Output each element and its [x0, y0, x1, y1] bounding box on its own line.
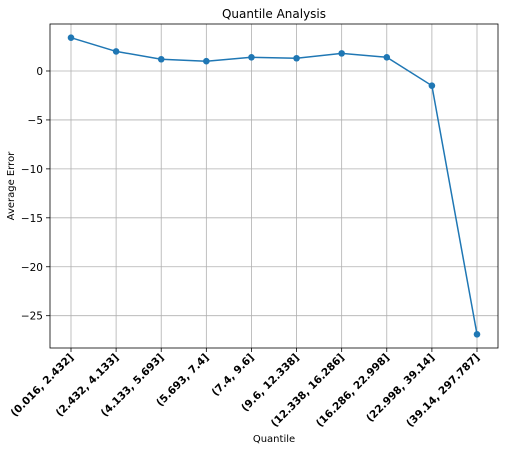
data-point	[383, 53, 391, 61]
data-point	[112, 48, 120, 55]
data-point	[67, 34, 75, 42]
y-tick-label: 0	[36, 66, 43, 78]
grid-layer	[50, 24, 498, 348]
x-tick-label: (7.4, 9.6]	[210, 352, 257, 399]
plot-frame	[49, 23, 499, 349]
data-point	[248, 53, 255, 61]
y-tick-label: −10	[21, 164, 43, 176]
data-point	[338, 50, 345, 57]
data-point	[293, 54, 300, 62]
data-point	[203, 57, 210, 65]
y-tick-label: −20	[21, 262, 43, 274]
series-line	[70, 36, 478, 335]
y-tick-label: −5	[28, 115, 43, 127]
y-tick-label: −25	[21, 311, 43, 323]
y-tick-label: −15	[21, 213, 43, 225]
tick-layer: (0.016, 2.432](2.432, 4.133](4.133, 5.69…	[8, 66, 482, 430]
chart-title: Quantile Analysis	[222, 7, 326, 21]
data-point	[428, 82, 436, 89]
data-point	[473, 330, 481, 338]
data-point	[157, 55, 165, 63]
plot-layer	[67, 34, 481, 338]
y-axis-label: Average Error	[6, 151, 17, 221]
x-axis-label: Quantile	[253, 434, 295, 445]
